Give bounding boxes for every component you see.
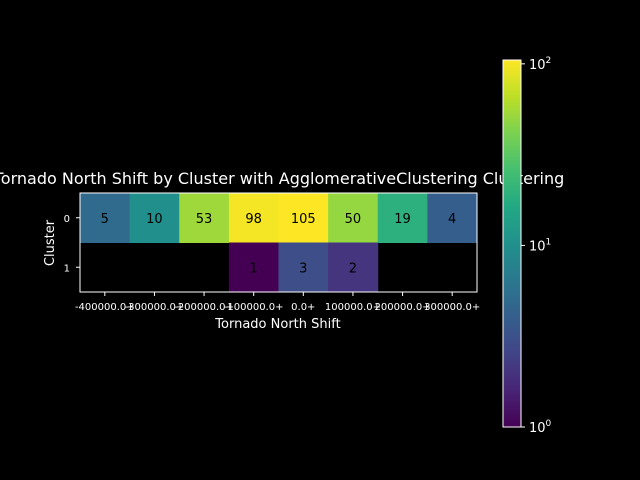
heatmap-cell: [228, 242, 279, 293]
heatmap-cell: [427, 193, 478, 243]
heatmap-cell: [278, 242, 329, 293]
cell-value-label: 10: [146, 212, 163, 227]
cell-value-label: 105: [291, 212, 316, 227]
cell-value-label: 19: [394, 212, 411, 227]
y-tick-label: 0: [64, 214, 70, 225]
cell-value-label: 5: [101, 212, 109, 227]
plot-frame: [79, 192, 478, 293]
heatmap-cell: [328, 193, 379, 243]
heatmap-cell: [278, 193, 329, 243]
heatmap-cell: [228, 193, 279, 243]
y-axis-ticks: 01: [64, 214, 80, 274]
x-tick-label: 0.0+: [291, 302, 315, 313]
y-axis-label: Cluster: [43, 219, 58, 266]
colorbar-tick-label: 100: [529, 419, 552, 436]
chart-title: Tornado North Shift by Cluster with Aggl…: [0, 169, 564, 188]
x-tick-label: -200000.0+: [174, 302, 234, 313]
cell-value-label: 1: [250, 261, 258, 276]
cell-value-label: 98: [245, 212, 262, 227]
x-tick-label: 300000.0+: [424, 302, 480, 313]
cell-value-label: 2: [349, 261, 357, 276]
x-tick-label: -100000.0+: [224, 302, 284, 313]
x-tick-label: -400000.0+: [75, 302, 135, 313]
x-axis-ticks: -400000.0+-300000.0+-200000.0+-100000.0+…: [75, 292, 480, 313]
colorbar-tick-label: 101: [529, 237, 551, 254]
x-tick-label: 200000.0+: [375, 302, 431, 313]
heatmap-cell: [129, 193, 180, 243]
colorbar-ticks: 100 101 102: [521, 56, 552, 436]
colorbar: [502, 59, 522, 428]
x-tick-label: 100000.0+: [325, 302, 381, 313]
cell-value-label: 53: [196, 212, 213, 227]
y-tick-label: 1: [64, 263, 70, 274]
heatmap-cell: [80, 193, 131, 243]
heatmap-cell: [377, 193, 428, 243]
x-tick-label: -300000.0+: [125, 302, 185, 313]
colorbar-tick-label: 102: [529, 56, 551, 73]
cell-value-label: 4: [448, 212, 456, 227]
heatmap-cell: [179, 193, 230, 243]
x-axis-label: Tornado North Shift: [214, 317, 340, 332]
cell-value-label: 3: [299, 261, 307, 276]
heatmap-cells: [80, 193, 478, 293]
heatmap-cell: [328, 242, 379, 293]
heatmap-cell-labels: 5 10 53 98 105 50 19 4 1 3 2: [101, 212, 457, 277]
cell-value-label: 50: [345, 212, 362, 227]
